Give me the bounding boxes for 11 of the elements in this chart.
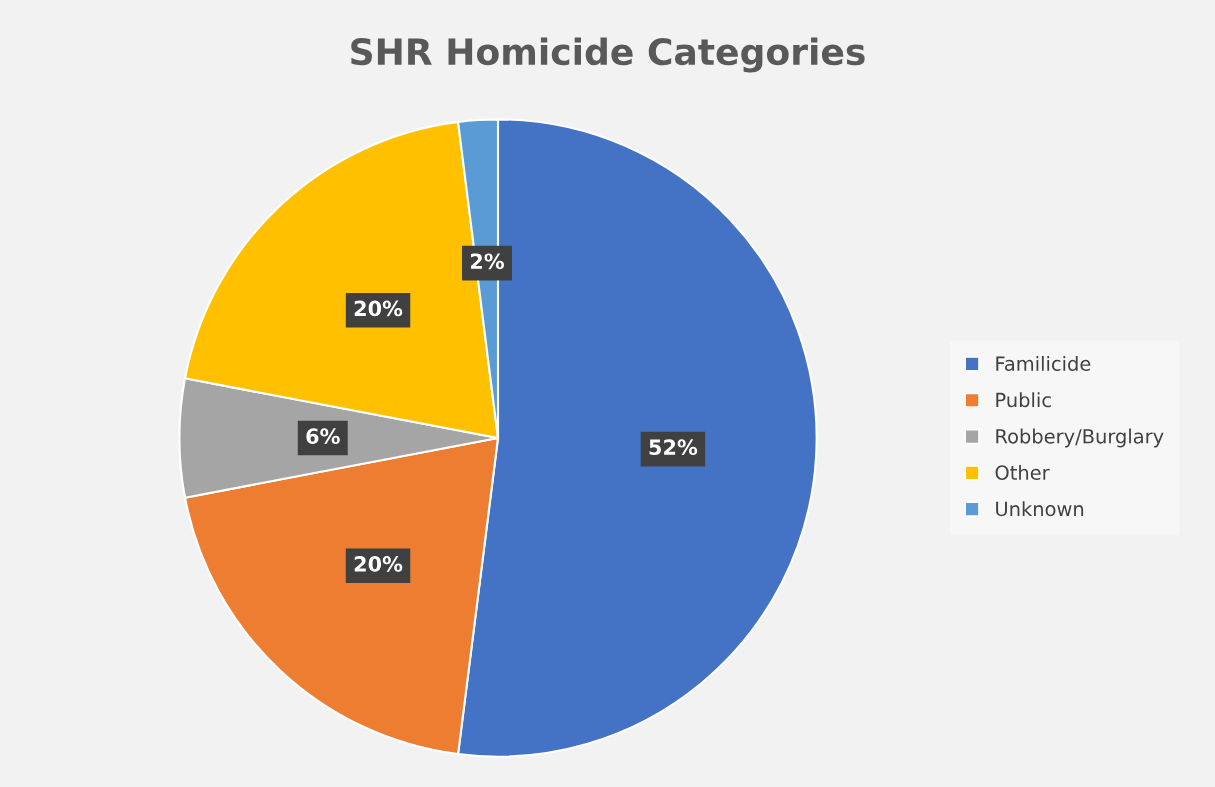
data-label: 6% xyxy=(306,428,340,445)
chart-title: SHR Homicide Categories xyxy=(351,37,865,73)
legend-label: Unknown xyxy=(996,501,1084,517)
data-label: 52% xyxy=(649,439,698,456)
legend-label: Public xyxy=(996,392,1051,408)
legend-label: Robbery/Burglary xyxy=(996,428,1164,448)
data-label: 20% xyxy=(354,556,403,572)
legend-label: Other xyxy=(995,464,1050,480)
data-label: 2% xyxy=(470,253,505,270)
legend-label: Familicide xyxy=(996,355,1091,371)
data-label: 20% xyxy=(354,300,403,317)
